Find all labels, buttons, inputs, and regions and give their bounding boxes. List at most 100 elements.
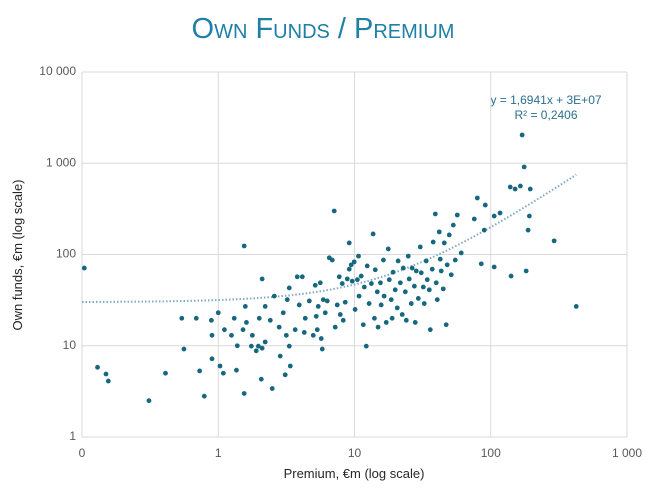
point (256, 315, 262, 321)
point (474, 195, 480, 201)
point (349, 278, 355, 284)
point (403, 317, 409, 323)
point (395, 258, 401, 264)
point (262, 303, 268, 309)
point (434, 297, 440, 303)
point (443, 322, 449, 328)
point (385, 246, 391, 252)
point (234, 343, 240, 349)
x-tick-label: 1 000 (612, 446, 642, 460)
point (424, 277, 430, 283)
y-tick-label: 10 000 (39, 64, 76, 78)
point (259, 276, 265, 282)
point (284, 297, 290, 303)
point (103, 371, 109, 377)
x-tick-label: 10 (348, 446, 362, 460)
point (249, 332, 255, 338)
point (244, 320, 249, 325)
point (452, 257, 458, 263)
point (346, 266, 352, 272)
point (526, 213, 532, 219)
point (331, 208, 337, 214)
point (444, 262, 450, 268)
point (405, 253, 411, 259)
point (346, 240, 352, 246)
point (234, 367, 239, 373)
point (491, 264, 497, 270)
point (322, 310, 328, 316)
point (356, 253, 361, 259)
point (427, 327, 433, 333)
point (329, 257, 335, 263)
point (508, 273, 514, 279)
point (181, 346, 187, 352)
point (179, 315, 185, 321)
point (366, 301, 372, 306)
point (358, 273, 364, 279)
point (438, 268, 444, 274)
point (436, 229, 442, 235)
point (269, 386, 275, 391)
point (375, 324, 381, 330)
point (432, 211, 438, 217)
point (383, 320, 389, 325)
point (258, 376, 264, 382)
point (262, 339, 268, 345)
point (418, 270, 424, 276)
point (409, 265, 415, 271)
point (551, 238, 557, 244)
y-tick-label: 100 (56, 247, 76, 261)
point (259, 345, 265, 351)
point (334, 302, 340, 308)
point (201, 393, 207, 399)
y-tick-label: 1 000 (46, 155, 76, 169)
point (315, 303, 321, 309)
trendline-equation: y = 1,6941x + 3E+07 (490, 93, 601, 107)
point (220, 370, 226, 376)
x-tick-label: 0 (79, 446, 86, 460)
x-tick-label: 1 (215, 446, 222, 460)
point (317, 280, 323, 286)
point (521, 164, 527, 170)
point (332, 324, 338, 330)
point (390, 269, 396, 275)
point (525, 227, 531, 233)
point (231, 315, 237, 321)
point (229, 332, 234, 338)
point (450, 222, 456, 228)
point (433, 280, 439, 286)
point (312, 282, 318, 288)
point (208, 317, 214, 323)
point (163, 370, 168, 376)
point (313, 313, 319, 319)
point (397, 280, 403, 286)
point (417, 244, 423, 250)
point (406, 276, 412, 282)
point (271, 293, 277, 299)
point (415, 296, 421, 301)
point (386, 277, 392, 283)
point (282, 372, 288, 378)
point (378, 302, 384, 308)
point (408, 301, 414, 306)
point (197, 368, 203, 374)
point (441, 240, 447, 246)
point (241, 243, 247, 249)
point (286, 285, 292, 291)
point (402, 289, 408, 295)
point (448, 272, 454, 278)
point (497, 210, 503, 216)
point (392, 287, 398, 293)
point (215, 310, 221, 316)
point (394, 305, 400, 311)
point (381, 257, 386, 263)
point (336, 274, 342, 280)
point (370, 231, 376, 237)
point (314, 327, 320, 333)
point (280, 310, 286, 316)
point (421, 301, 427, 306)
trendline (81, 173, 577, 303)
point (286, 343, 292, 349)
point (296, 302, 302, 308)
point (372, 267, 378, 273)
